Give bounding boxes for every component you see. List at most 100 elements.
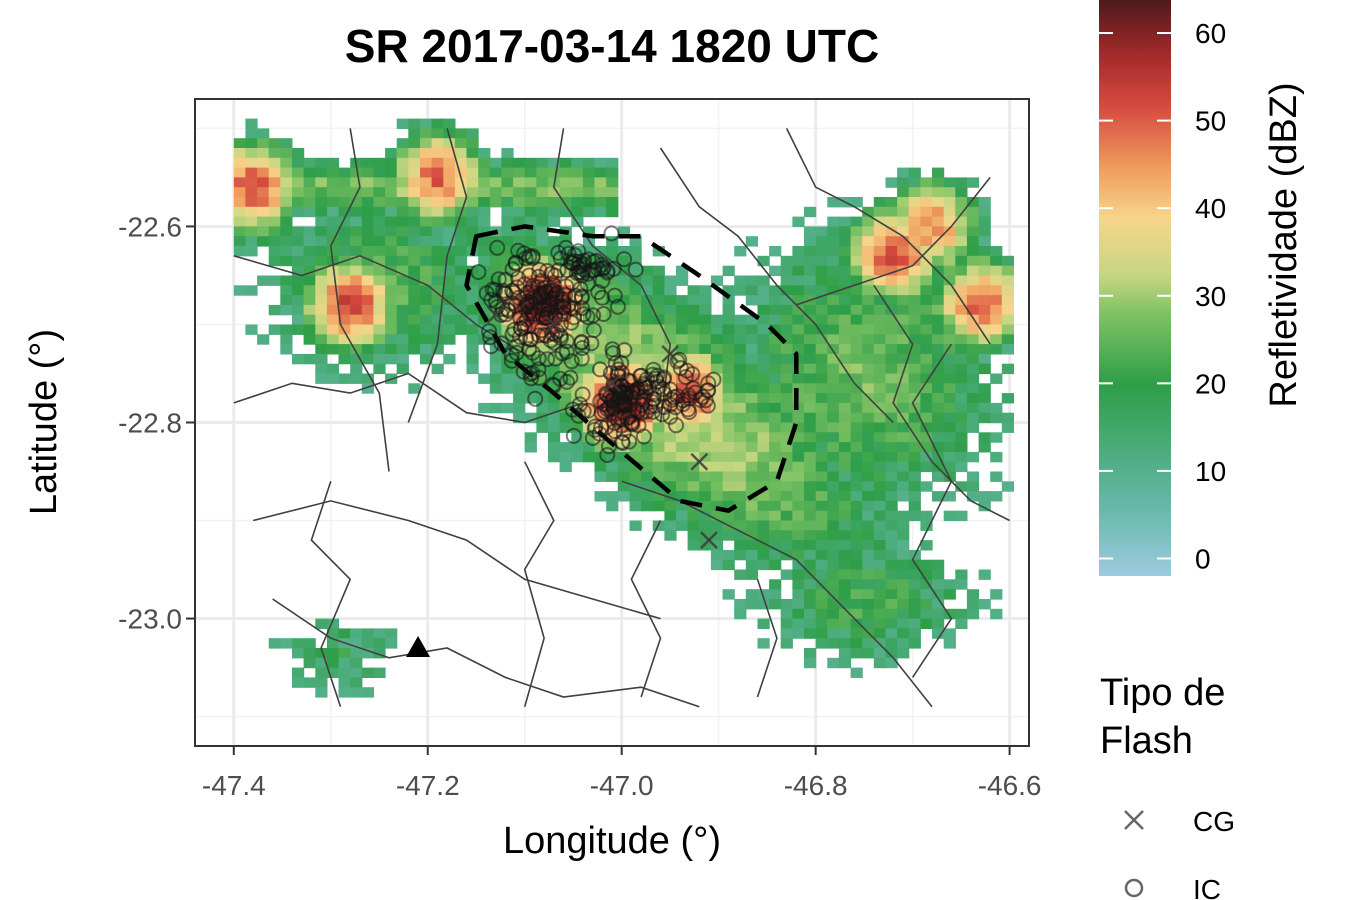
x-axis-title: Longitude (°)	[503, 820, 721, 862]
x-tick-label: -47.0	[590, 770, 654, 801]
flash-type-legend: Tipo de Flash CG IC	[1100, 672, 1235, 900]
ic-flash	[554, 345, 571, 362]
ic-flash	[611, 383, 628, 400]
flash-legend-label-ic: IC	[1193, 874, 1221, 900]
ic-flash	[547, 267, 563, 284]
ic-flash	[697, 392, 714, 409]
municipal-border	[659, 147, 894, 424]
ic-flash	[591, 425, 608, 442]
ic-flash	[503, 352, 520, 369]
flash-markers	[470, 225, 722, 550]
y-axis-ticks: -22.6 -22.8 -23.0	[118, 211, 195, 635]
ic-flash	[623, 414, 640, 430]
ic-flash	[563, 353, 580, 370]
ic-flash	[636, 375, 653, 392]
ic-flash	[662, 408, 679, 425]
ic-flash	[632, 379, 649, 396]
ic-flash	[609, 298, 626, 315]
ic-flash	[593, 419, 610, 436]
ic-flash	[596, 403, 613, 420]
ic-flash	[654, 406, 671, 423]
ic-flash	[565, 427, 582, 444]
ic-flash	[655, 371, 672, 388]
ic-flash	[490, 271, 507, 288]
municipal-borders	[233, 128, 1010, 708]
ic-flash	[478, 285, 495, 302]
municipal-border	[523, 461, 555, 708]
ic-flash	[593, 256, 610, 273]
ic-flash	[700, 375, 717, 392]
ic-flash	[497, 285, 514, 302]
ic-flash	[579, 309, 596, 325]
ic-flash	[481, 323, 498, 340]
x-tick-label: -47.4	[202, 770, 266, 801]
municipal-border	[756, 579, 778, 698]
cg-flash	[544, 315, 563, 334]
municipal-border	[785, 128, 991, 345]
ic-flash	[594, 272, 611, 289]
cg-flash	[486, 305, 505, 324]
circle-icon	[1124, 878, 1144, 898]
flash-legend-title-line2: Flash	[1100, 720, 1193, 762]
ic-flash	[470, 264, 487, 280]
ic-flash	[489, 239, 506, 256]
radar-triangle-icon	[406, 635, 431, 657]
municipal-border	[310, 481, 352, 708]
municipal-border	[873, 284, 1010, 522]
ic-flash	[524, 249, 541, 266]
municipal-border	[407, 128, 468, 423]
ic-flash	[613, 417, 630, 434]
x-icon	[1124, 810, 1144, 830]
ic-flash	[648, 373, 665, 390]
ic-flash	[669, 353, 686, 370]
ic-flash	[573, 288, 590, 305]
ic-flash	[493, 335, 510, 352]
ic-flash	[573, 350, 590, 367]
ic-flash	[539, 263, 556, 279]
cg-flash	[700, 531, 718, 550]
ic-flash	[595, 306, 612, 322]
colorbar-ticks: 0 10 20 30 40 50 60	[1099, 18, 1226, 574]
ic-flash	[522, 366, 539, 382]
ic-flash	[613, 355, 630, 371]
ic-flash	[538, 309, 555, 326]
ic-flash	[601, 438, 617, 455]
ic-flash	[530, 268, 547, 285]
municipal-border	[272, 598, 700, 708]
ic-flash	[512, 328, 529, 345]
ic-flash	[515, 363, 532, 380]
y-axis-title: Latitude (°)	[23, 329, 65, 515]
colorbar-tick-label: 30	[1195, 281, 1226, 312]
municipal-border	[253, 500, 661, 620]
ic-flash	[571, 396, 588, 413]
colorbar-legend: 0 10 20 30 40 50 60 Refletividade (dBZ)	[1099, 0, 1305, 576]
ic-flash	[599, 447, 616, 463]
ic-flash	[548, 287, 565, 303]
radar-site-marker	[406, 635, 431, 657]
colorbar-tick-label: 10	[1195, 456, 1226, 487]
ic-flash	[483, 338, 500, 355]
ic-flash	[562, 369, 579, 386]
colorbar-tick-label: 0	[1195, 543, 1211, 574]
ic-flash	[668, 417, 685, 434]
colorbar-title: Refletividade (dBZ)	[1263, 82, 1305, 407]
ic-flash	[519, 297, 535, 314]
ic-flash	[574, 386, 591, 403]
ic-flash	[504, 261, 521, 278]
ic-flash	[542, 332, 559, 349]
ic-flash	[634, 397, 650, 413]
reflectivity-field	[233, 118, 1014, 698]
flash-legend-title-line1: Tipo de	[1100, 672, 1225, 714]
colorbar-tick-label: 40	[1195, 193, 1226, 224]
ic-flash	[606, 287, 623, 304]
ic-flash	[616, 251, 633, 268]
x-tick-label: -46.8	[784, 770, 848, 801]
colorbar	[1099, 0, 1171, 576]
ic-flash	[621, 433, 638, 450]
ic-flash	[602, 365, 619, 382]
ic-flash	[618, 386, 635, 403]
municipal-border	[630, 520, 662, 698]
municipal-border	[796, 176, 991, 306]
ic-flash	[592, 361, 609, 378]
